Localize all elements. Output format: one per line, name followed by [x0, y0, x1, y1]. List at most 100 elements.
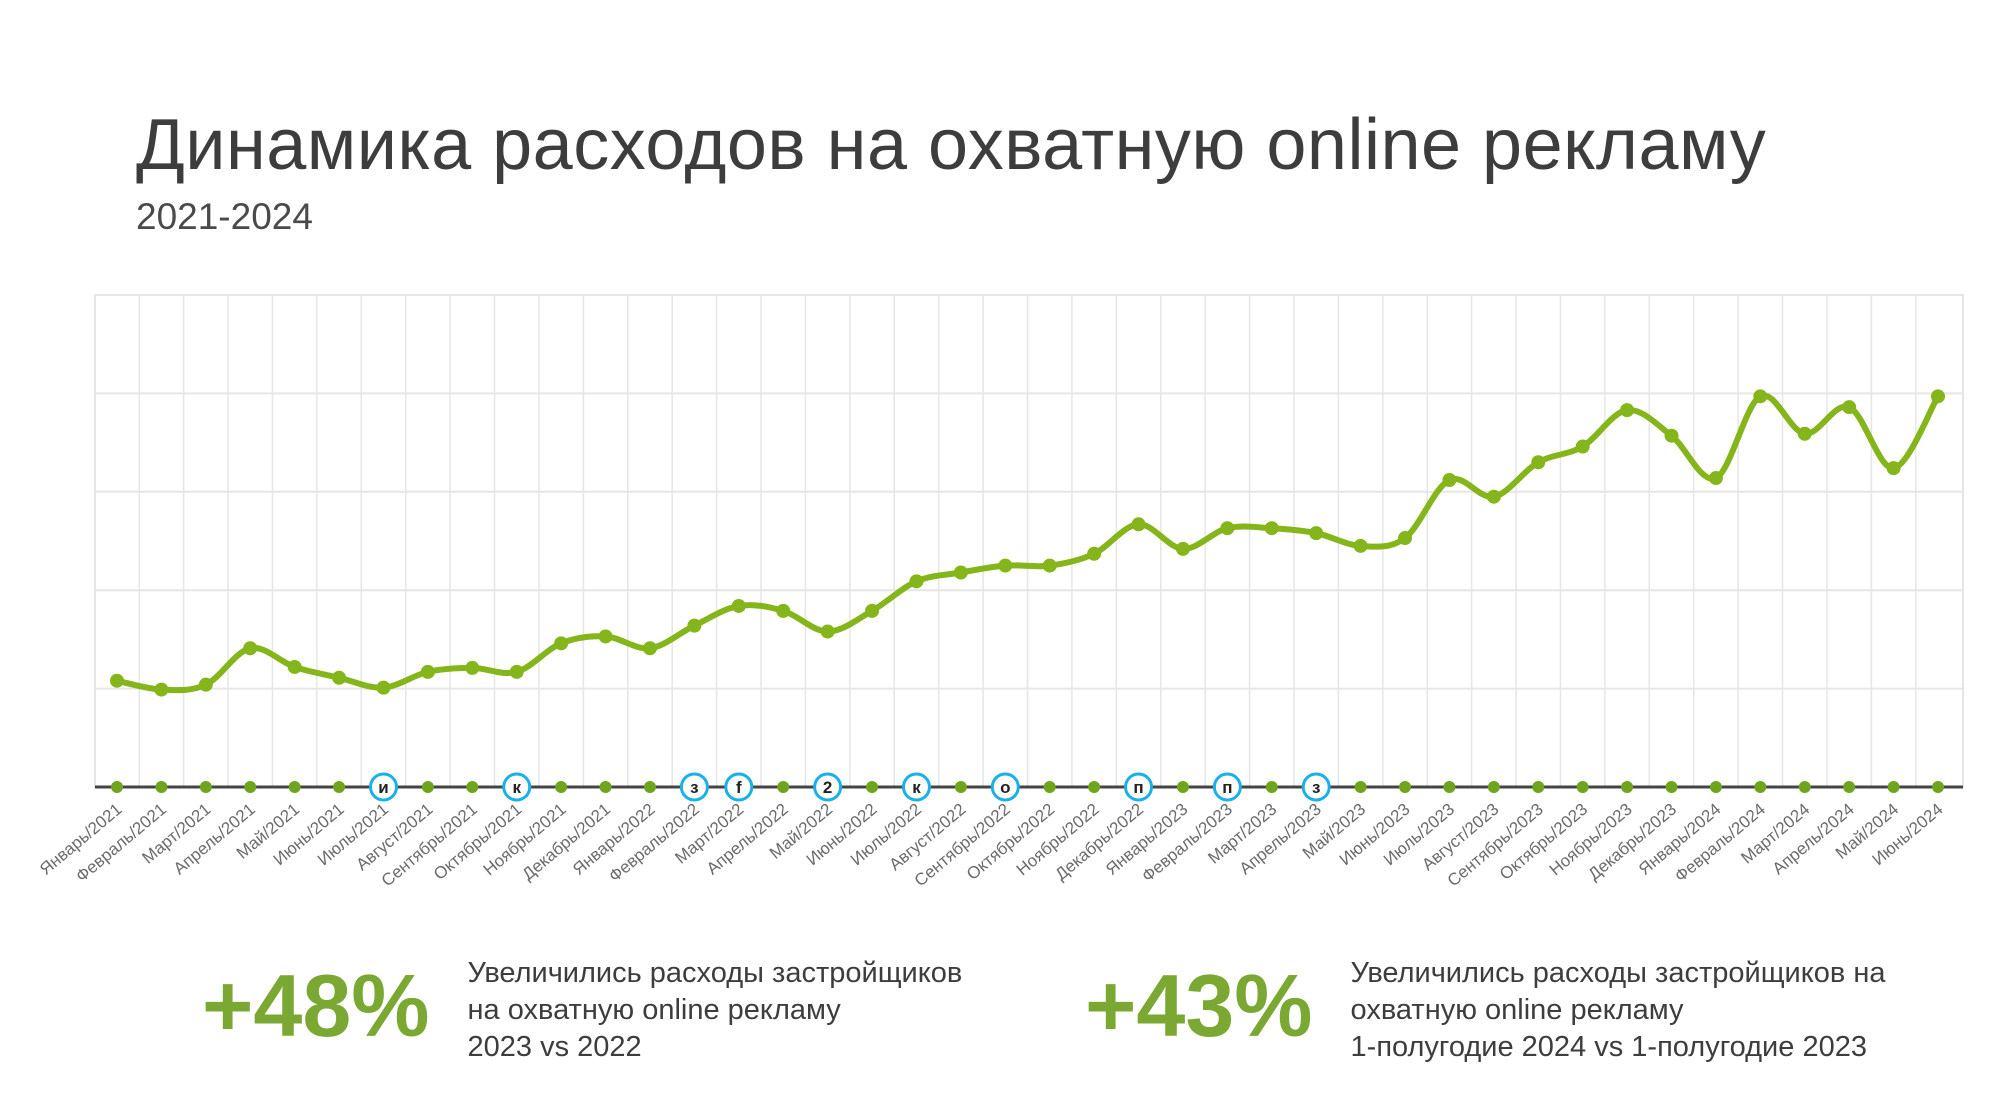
baseline-dot: [1665, 781, 1678, 793]
annotation-label: и: [378, 778, 388, 797]
stat-line: 1-полугодие 2024 vs 1-полугодие 2023: [1350, 1031, 1867, 1063]
stat-block-2024: +43% Увеличились расходы застройщиков на…: [1085, 955, 1886, 1066]
annotation-marker: [1212, 772, 1242, 802]
data-point: [1531, 455, 1546, 470]
data-point: [110, 673, 124, 688]
grid: [94, 294, 1964, 788]
annotation-label: п: [1222, 778, 1232, 797]
baseline-dot: [333, 781, 346, 793]
baseline-dot: [1043, 781, 1056, 793]
annotation-marker: [1124, 772, 1154, 802]
baseline-dot: [155, 781, 168, 793]
baseline-dot: [1843, 781, 1856, 793]
baseline-dot: [1621, 781, 1634, 793]
data-point: [243, 641, 258, 656]
data-points: [110, 389, 1945, 697]
baseline-dot: [1932, 781, 1944, 793]
stat-value: +43%: [1085, 956, 1313, 1055]
data-point: [1220, 521, 1235, 536]
baseline-dot: [199, 781, 212, 793]
annotation-label: f: [736, 778, 742, 797]
baseline-dot: [421, 781, 434, 793]
annotation-marker: [502, 772, 532, 802]
baseline-dot: [1798, 781, 1811, 793]
baseline-dot: [1354, 781, 1367, 793]
data-point: [1175, 541, 1190, 556]
annotation-label: к: [512, 778, 521, 797]
data-point: [198, 677, 213, 692]
data-point: [332, 670, 347, 685]
stat-line: 2023 vs 2022: [467, 1031, 642, 1063]
data-point: [1486, 489, 1501, 504]
data-point: [776, 603, 791, 618]
data-point: [998, 558, 1013, 573]
page-title: Динамика расходов на охватную online рек…: [136, 105, 1767, 185]
annotation-marker: [368, 772, 398, 802]
data-point: [1087, 546, 1102, 561]
data-point: [1309, 526, 1324, 541]
annotation-label: о: [1000, 778, 1010, 797]
baseline-dot: [1576, 781, 1589, 793]
stat-description: Увеличились расходы застройщиков на охва…: [468, 955, 963, 1066]
data-point: [598, 629, 613, 644]
data-point: [865, 603, 880, 618]
page-subtitle: 2021-2024: [136, 196, 313, 237]
data-point: [1398, 531, 1413, 546]
baseline-dot: [1088, 781, 1101, 793]
stat-line: Увеличились расходы застройщиков на: [1350, 957, 1886, 989]
stat-line: на охватную online рекламу: [467, 994, 841, 1026]
annotation-marker: [1301, 772, 1331, 802]
x-axis-labels: Январь/2021Февраль/2021Март/2021Апрель/2…: [36, 800, 1946, 891]
data-point: [909, 574, 924, 589]
data-point: [1575, 439, 1590, 454]
annotation-marker: [724, 772, 754, 802]
data-point: [1797, 426, 1812, 441]
data-point: [1931, 389, 1945, 404]
baseline-dot: [954, 781, 967, 793]
baseline-dot: [599, 781, 612, 793]
data-point: [1442, 472, 1457, 487]
baseline-dot: [1709, 781, 1722, 793]
data-point: [1131, 517, 1146, 532]
annotation-label: п: [1133, 778, 1143, 797]
data-point: [1886, 461, 1901, 476]
baseline-dot: [111, 781, 123, 793]
data-point: [1842, 400, 1857, 415]
data-point: [953, 565, 968, 580]
stat-description: Увеличились расходы застройщиков на охва…: [1351, 955, 1886, 1066]
data-point: [642, 641, 657, 656]
data-point: [554, 636, 569, 651]
data-point: [376, 680, 391, 695]
annotation-marker: [813, 772, 843, 802]
data-point: [154, 682, 169, 697]
data-point: [420, 664, 435, 679]
data-point: [1353, 538, 1368, 553]
annotation-marker: [901, 772, 931, 802]
baseline-dot: [1443, 781, 1456, 793]
stat-line: Увеличились расходы застройщиков: [467, 957, 963, 989]
annotation-label: 2: [823, 778, 832, 797]
data-point: [687, 618, 702, 633]
baseline-dot: [777, 781, 790, 793]
stat-value: +48%: [202, 956, 430, 1055]
baseline-dot: [466, 781, 479, 793]
baseline-dot: [1399, 781, 1412, 793]
data-point: [1753, 389, 1768, 404]
stat-line: охватную online рекламу: [1350, 994, 1684, 1026]
baseline-dot: [1176, 781, 1189, 793]
data-point: [287, 659, 302, 674]
annotation-label: з: [690, 778, 698, 797]
data-point: [1620, 403, 1635, 418]
annotation-marker: [679, 772, 709, 802]
annotation-label: к: [912, 778, 921, 797]
plot-border: [94, 294, 1964, 788]
baseline-dot: [244, 781, 257, 793]
baseline-dot: [1532, 781, 1545, 793]
data-point: [1042, 558, 1057, 573]
data-point: [509, 664, 524, 679]
data-point: [465, 660, 480, 675]
baseline-dot: [1265, 781, 1278, 793]
baseline-dot: [555, 781, 568, 793]
baseline-dot: [1754, 781, 1767, 793]
